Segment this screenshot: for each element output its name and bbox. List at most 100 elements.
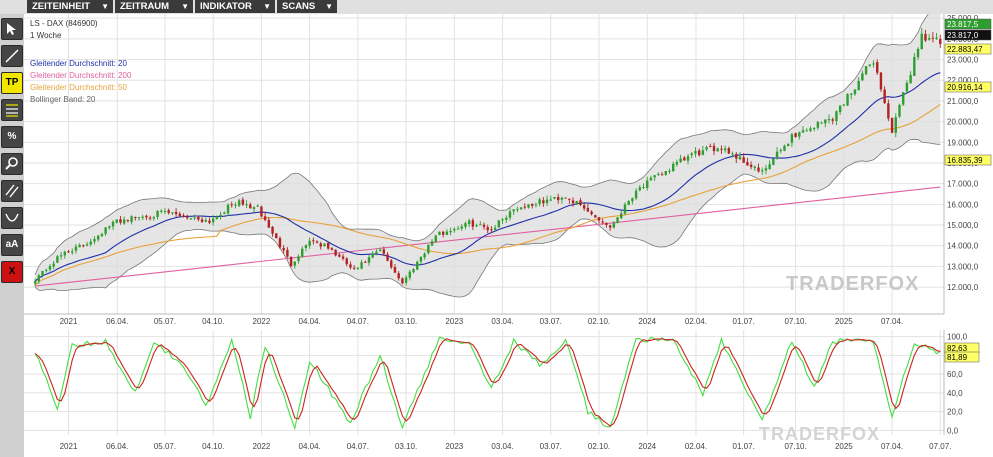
- price-tag-box: [944, 29, 992, 41]
- line-tool-button[interactable]: [1, 45, 23, 67]
- price-axis-tick-label: 15.000,0: [947, 221, 979, 230]
- candle-body: [538, 199, 541, 205]
- candle-body: [876, 62, 879, 73]
- candle-body: [720, 148, 723, 150]
- candle-body: [163, 210, 167, 212]
- candle-body: [237, 200, 241, 206]
- osc-tag: 81,89: [944, 351, 980, 363]
- candle-body: [456, 228, 460, 230]
- candle-body: [824, 119, 827, 124]
- price-axis-tick-label: 22.000,0: [947, 76, 979, 85]
- candle-body: [927, 38, 931, 40]
- candle-body: [542, 200, 545, 204]
- candle-body: [545, 199, 549, 204]
- osc-time-axis-tick-label: 2024: [638, 442, 656, 451]
- stochastic-chart[interactable]: TRADERFOX100,080,060,040,020,00,0202106.…: [24, 330, 993, 457]
- candle-body: [371, 253, 374, 258]
- candle-body: [605, 222, 608, 226]
- candle-body: [419, 256, 423, 262]
- candle-body: [108, 226, 111, 228]
- price-tag: 23.817,0: [944, 29, 992, 41]
- candle-body: [301, 248, 304, 257]
- price-axis-tick-label: 19.000,0: [947, 138, 979, 147]
- candle-body: [352, 267, 356, 269]
- chevron-down-icon: ▼: [101, 2, 109, 11]
- candle-body: [712, 145, 716, 152]
- delete-tool-button[interactable]: X: [1, 261, 23, 283]
- candle-body: [93, 239, 96, 242]
- candle-body: [78, 244, 81, 248]
- candle-body: [631, 198, 634, 202]
- watermark-logo: TRADERFOX: [759, 424, 880, 444]
- candle-body: [475, 225, 478, 227]
- candle-body: [256, 205, 259, 207]
- channel-tool-button[interactable]: [1, 180, 23, 202]
- candle-body: [37, 275, 41, 282]
- fibonacci-tool-button[interactable]: [1, 99, 23, 121]
- candle-body: [779, 150, 782, 152]
- candle-body: [879, 72, 883, 90]
- candle-body: [798, 132, 801, 137]
- menu-zeiteinheit[interactable]: ZEITEINHEIT ▼: [27, 0, 113, 13]
- candle-body: [289, 256, 293, 267]
- candle-body: [497, 220, 501, 228]
- candle-body: [809, 128, 812, 131]
- candle-body: [63, 251, 67, 256]
- time-axis-tick-label: 03.04.: [491, 317, 513, 326]
- candle-body: [100, 234, 104, 237]
- candle-body: [653, 175, 656, 178]
- candle-body: [761, 170, 764, 172]
- chevron-down-icon: ▼: [263, 2, 271, 11]
- candle-body: [96, 235, 100, 240]
- time-axis-tick-label: 06.04.: [106, 317, 128, 326]
- menu-scans[interactable]: SCANS ▼: [277, 0, 337, 13]
- percent-tool-button[interactable]: %: [1, 126, 23, 148]
- candle-body: [579, 200, 582, 206]
- menu-indikator[interactable]: INDIKATOR ▼: [195, 0, 275, 13]
- text-size-tool-button[interactable]: aA: [1, 234, 23, 256]
- candle-body: [412, 269, 415, 273]
- candle-body: [445, 231, 449, 235]
- arc-tool-button[interactable]: [1, 207, 23, 229]
- tp-tool-button[interactable]: TP: [1, 72, 23, 94]
- candle-body: [401, 278, 404, 284]
- legend-ma200: Gleitender Durchschnitt: 200: [30, 71, 132, 80]
- candle-body: [360, 262, 363, 269]
- price-tag-box: [944, 18, 992, 30]
- candle-body: [827, 119, 831, 121]
- candle-body: [182, 215, 185, 217]
- candle-body: [471, 220, 475, 227]
- candle-body: [378, 249, 382, 252]
- time-axis-tick-label: 05.07.: [154, 317, 176, 326]
- osc-time-axis-tick-label: 2023: [445, 442, 463, 451]
- candle-body: [479, 224, 482, 226]
- price-tag-box: [944, 154, 992, 166]
- candle-body: [200, 219, 204, 223]
- candle-body: [749, 164, 753, 168]
- candle-body: [148, 217, 152, 219]
- price-tag-value: 23.817,0: [947, 31, 979, 40]
- price-axis-tick-label: 25.000,0: [947, 14, 979, 23]
- candle-body: [82, 245, 85, 247]
- zoom-tool-button[interactable]: [1, 153, 23, 175]
- candle-body: [534, 204, 538, 206]
- candle-body: [482, 224, 486, 227]
- menu-scans-label: SCANS: [282, 1, 316, 12]
- arc-icon: [5, 213, 19, 222]
- price-chart[interactable]: TRADERFOX25.000,024.000,023.000,022.000,…: [24, 14, 993, 330]
- menu-zeitraum[interactable]: ZEITRAUM ▼: [115, 0, 193, 13]
- time-axis-tick-label: 2023: [445, 317, 463, 326]
- candle-body: [553, 197, 556, 199]
- candle-body: [234, 204, 237, 206]
- candle-body: [56, 256, 59, 263]
- price-tag: 22.883,47: [944, 43, 992, 55]
- candle-body: [694, 150, 697, 154]
- osc-time-axis-tick-label: 04.04.: [299, 442, 321, 451]
- candle-body: [71, 251, 74, 253]
- candle-body: [597, 217, 601, 221]
- cursor-tool-button[interactable]: [1, 18, 23, 40]
- ma20-line: [34, 72, 941, 282]
- legend-ma50: Gleitender Durchschnitt: 50: [30, 83, 127, 92]
- candle-body: [453, 228, 456, 231]
- candle-body: [831, 119, 834, 121]
